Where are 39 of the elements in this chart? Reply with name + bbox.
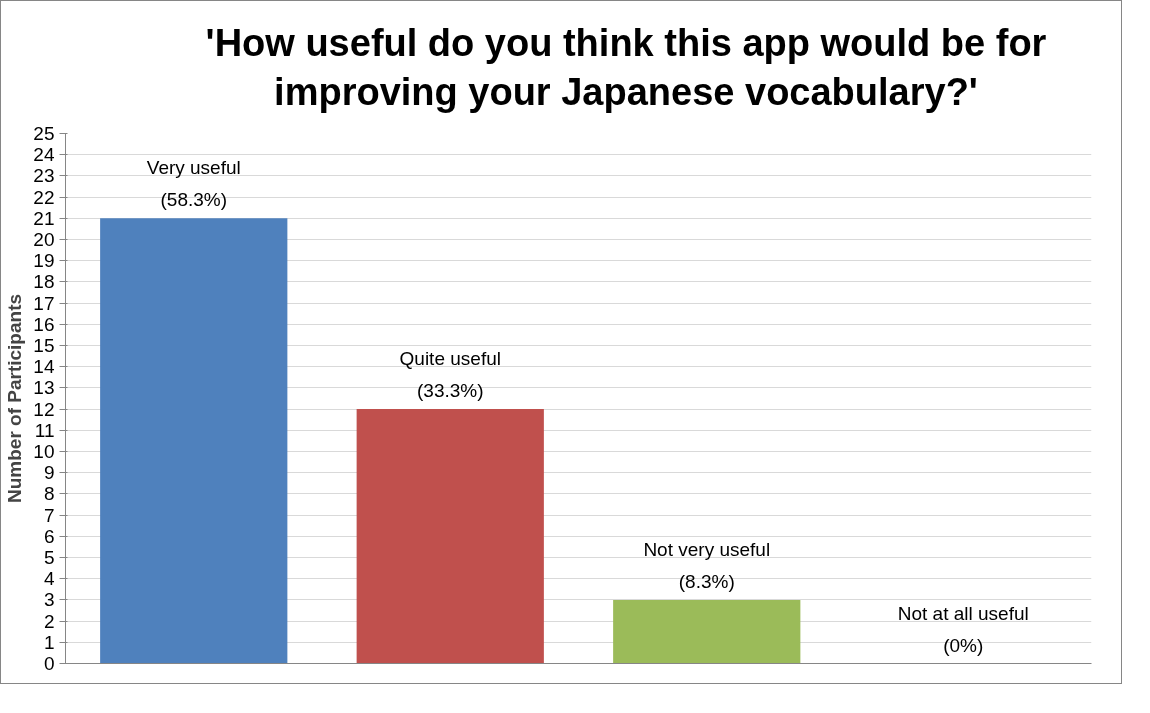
- y-tick-label: 15: [33, 334, 55, 356]
- y-tick-label: 6: [43, 525, 55, 547]
- bar: [613, 599, 801, 664]
- y-tick-label: 20: [33, 228, 55, 250]
- y-axis-title: Number of Participants: [4, 293, 26, 503]
- y-tick-label: 24: [33, 143, 55, 165]
- y-tick-label: 23: [33, 165, 55, 187]
- annotation: (33.3%): [416, 379, 484, 401]
- y-tick-label: 3: [43, 589, 55, 611]
- bar: [356, 408, 544, 664]
- y-tick-label: 8: [43, 483, 55, 505]
- y-tick-label: 7: [43, 504, 55, 526]
- bar: [100, 218, 288, 664]
- x-tick-label: Very useful: [146, 157, 241, 179]
- y-tick-label: 16: [33, 313, 55, 335]
- y-tick-label: 1: [43, 631, 55, 653]
- y-tick-label: 12: [33, 398, 55, 420]
- y-tick-label: 22: [33, 186, 55, 208]
- y-tick-label: 21: [33, 207, 55, 229]
- y-tick-label: 18: [33, 271, 55, 293]
- y-tick-label: 2: [43, 610, 55, 632]
- annotation: (58.3%): [160, 189, 228, 211]
- y-tick-label: 10: [33, 440, 55, 462]
- annotation: (0%): [943, 634, 984, 656]
- x-tick-label: Not very useful: [643, 538, 771, 560]
- y-tick-label: 14: [33, 355, 55, 377]
- annotation: (8.3%): [678, 570, 735, 592]
- y-tick-label: 25: [33, 122, 55, 144]
- y-tick-label: 19: [33, 249, 55, 271]
- y-tick-label: 17: [33, 292, 55, 314]
- y-tick-label: 4: [43, 567, 55, 589]
- y-tick-label: 13: [33, 377, 55, 399]
- chart-title: 'How useful do you think this app would be for improving your Japanese vocabulary?': [204, 21, 1048, 116]
- x-tick-label: Not at all useful: [897, 602, 1029, 624]
- y-tick-label: 0: [43, 652, 55, 674]
- y-tick-label: 9: [43, 461, 55, 483]
- x-tick-label: Quite useful: [399, 347, 501, 369]
- y-tick-label: 11: [34, 419, 55, 441]
- y-tick-label: 5: [43, 546, 55, 568]
